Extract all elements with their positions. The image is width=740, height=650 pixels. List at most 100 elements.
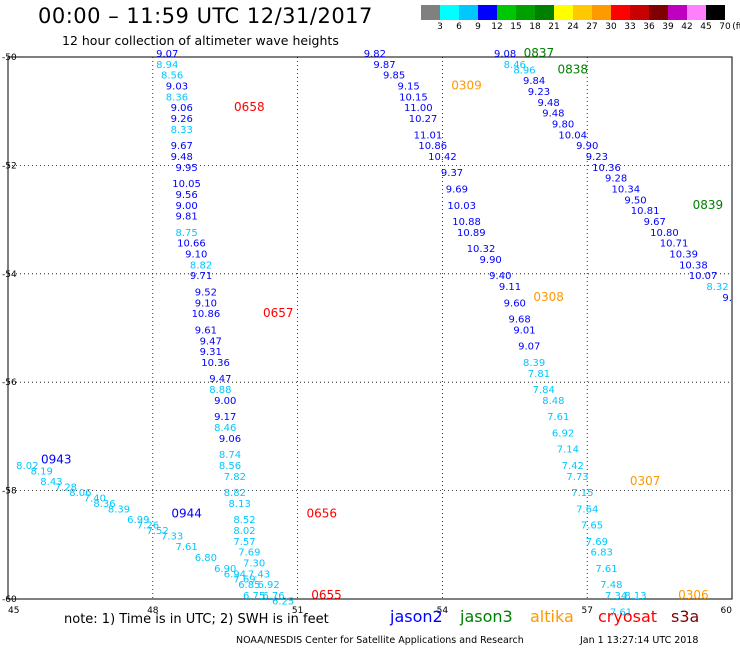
- wave-height-point: 6.85: [238, 580, 260, 591]
- wave-height-point: 9.60: [504, 298, 526, 309]
- wave-height-point: 10.88: [452, 217, 481, 228]
- pass-time-label: 0657: [263, 306, 294, 320]
- wave-height-point: 7.69: [233, 575, 255, 586]
- wave-height-point: 8.82: [190, 260, 212, 271]
- pass-time-label: 0837: [524, 46, 555, 60]
- wave-height-point: 10.66: [177, 239, 206, 250]
- wave-height-point: 9.50: [624, 195, 646, 206]
- wave-height-point: 9.37: [441, 168, 463, 179]
- wave-height-point: 7.40: [84, 493, 106, 504]
- pass-time-label: 0656: [306, 507, 337, 521]
- wave-height-point: 7.48: [600, 580, 622, 591]
- wave-height-point: 10.27: [409, 114, 438, 125]
- wave-height-point: 8.02: [16, 461, 38, 472]
- wave-height-point: 6.92: [552, 428, 574, 439]
- scale-label: 18: [529, 22, 541, 32]
- scale-label: 27: [586, 22, 598, 32]
- wave-height-point: 7.28: [55, 483, 77, 494]
- wave-height-point: 8.02: [233, 526, 255, 537]
- wave-height-point: 10.15: [399, 92, 428, 103]
- wave-height-point: 10.39: [669, 250, 698, 261]
- wave-height-point: 10.04: [558, 130, 587, 141]
- wave-height-point: 10.81: [631, 206, 660, 217]
- wave-height-point: 9.68: [508, 315, 530, 326]
- wave-height-point: 6.76: [262, 591, 284, 602]
- scale-swatch: [516, 5, 535, 20]
- wave-height-point: 7.42: [562, 461, 584, 472]
- scale-label: 12: [491, 22, 503, 32]
- wave-height-point: 9.08: [494, 49, 516, 60]
- x-tick-label: 60: [721, 606, 733, 616]
- wave-height-point: 9.90: [576, 141, 598, 152]
- wave-height-point: 8.36: [166, 92, 188, 103]
- wave-height-point: 9.17: [214, 412, 236, 423]
- wave-height-point: 10.86: [418, 141, 447, 152]
- wave-height-point: 7.33: [161, 531, 183, 542]
- y-tick-label: -50: [2, 53, 17, 63]
- wave-height-point: 7.14: [557, 445, 579, 456]
- scale-label: 45: [700, 22, 712, 32]
- wave-height-point: 6.80: [195, 553, 217, 564]
- scale-label: 9: [475, 22, 481, 32]
- wave-height-point: 9.03: [166, 82, 188, 93]
- wave-height-point: 10.34: [611, 185, 640, 196]
- scale-swatch: [535, 5, 554, 20]
- scale-label: 3: [437, 22, 443, 32]
- wave-height-point: 7.69: [586, 537, 608, 548]
- wave-height-point: 9.48: [542, 109, 564, 120]
- wave-height-point: 8.75: [175, 228, 197, 239]
- wave-height-point: 7.64: [576, 504, 598, 515]
- wave-height-point: 10.71: [660, 239, 689, 250]
- pass-time-label: 0944: [171, 507, 202, 521]
- pass-time-label: 0308: [533, 290, 564, 304]
- footer-note: note: 1) Time is in UTC; 2) SWH is in fe…: [64, 612, 329, 627]
- wave-height-point: 9.01: [513, 325, 535, 336]
- scale-label: 42: [681, 22, 693, 32]
- wave-height-point: 9.06: [171, 103, 193, 114]
- page-title: 00:00 – 11:59 UTC 12/31/2017: [38, 4, 373, 28]
- wave-height-point: 8.06: [69, 488, 91, 499]
- wave-height-point: 10.42: [428, 152, 457, 163]
- pass-time-label: 0309: [451, 79, 482, 93]
- wave-height-point: 7.61: [595, 564, 617, 575]
- pass-time-label: 0655: [311, 588, 342, 602]
- wave-height-point: 7.81: [528, 369, 550, 380]
- scale-swatch: [421, 5, 440, 20]
- wave-height-point: 9.00: [214, 396, 236, 407]
- wave-height-point: 9.67: [644, 217, 666, 228]
- x-tick-label: 48: [147, 606, 159, 616]
- wave-height-point: 8.52: [233, 515, 255, 526]
- wave-height-point: 7.43: [248, 569, 270, 580]
- wave-height-point: 9.28: [605, 174, 627, 185]
- wave-height-point: 9.10: [185, 250, 207, 261]
- wave-height-point: 9.10: [195, 298, 217, 309]
- scale-swatch: [592, 5, 611, 20]
- scale-label: 70: [719, 22, 731, 32]
- scale-label: 30: [605, 22, 617, 32]
- wave-height-point: 7.61: [175, 542, 197, 553]
- wave-height-point: 6.92: [258, 580, 280, 591]
- wave-height-point: 9.67: [171, 141, 193, 152]
- wave-height-point: 8.46: [214, 423, 236, 434]
- scale-swatch: [649, 5, 668, 20]
- wave-height-point: 9.80: [552, 119, 574, 130]
- scale-swatch: [459, 5, 478, 20]
- pass-time-label: 0839: [693, 198, 724, 212]
- scale-swatch: [478, 5, 497, 20]
- pass-time-label: 0838: [557, 62, 588, 76]
- color-scale: [421, 5, 725, 20]
- x-tick-label: 54: [437, 606, 449, 616]
- wave-height-point: 7.15: [571, 488, 593, 499]
- wave-height-point: 7.84: [533, 385, 555, 396]
- map-frame: [7, 56, 733, 600]
- wave-height-point: 10.86: [192, 309, 221, 320]
- wave-height-point: 10.89: [457, 228, 486, 239]
- wave-height-point: 11.00: [404, 103, 433, 114]
- wave-height-point: 8.19: [31, 466, 53, 477]
- pass-time-label: 0658: [234, 100, 265, 114]
- wave-height-point: 8.32: [706, 282, 728, 293]
- wave-height-point: 9.87: [373, 60, 395, 71]
- scale-swatch: [706, 5, 725, 20]
- wave-height-point: 8.88: [209, 385, 231, 396]
